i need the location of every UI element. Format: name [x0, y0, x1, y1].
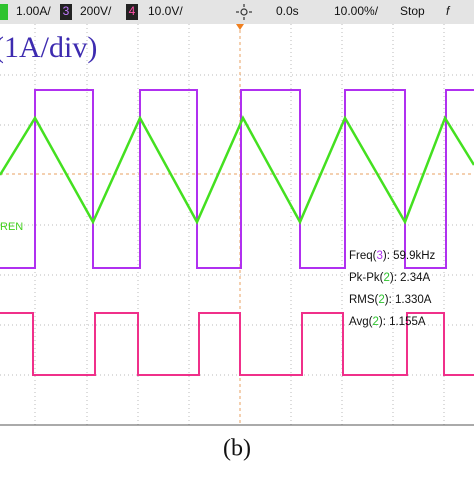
ch3-scale: 200V/ — [80, 4, 112, 18]
measurement: Pk-Pk(2): 2.34A — [349, 272, 431, 284]
ch4-scale: 10.0V/ — [148, 4, 183, 18]
ch1-scale: 1.00A/ — [16, 4, 51, 18]
time-offset: 0.0s — [276, 4, 299, 18]
measurement-channel: 2 — [384, 272, 390, 284]
measurement-value: ): 59.9kHz — [383, 250, 436, 262]
pink-trace — [0, 312, 474, 376]
grid — [0, 24, 474, 425]
caption: (b) — [223, 436, 251, 462]
ch4-badge-box — [126, 4, 138, 20]
measurement-channel: 3 — [376, 250, 382, 262]
status: Stop — [400, 4, 425, 18]
measurement-value: ): 2.34A — [390, 272, 431, 284]
trace-label: REN — [0, 221, 23, 233]
purple-trace — [0, 89, 474, 269]
ch3-badge-box — [60, 4, 72, 20]
ch2-badge — [0, 4, 8, 20]
time-scale: 10.00%/ — [334, 4, 379, 18]
measurement-channel: 2 — [378, 294, 384, 306]
trigger-marker — [236, 24, 244, 30]
sun-icon — [236, 4, 252, 20]
axis-label: (1A/div) — [0, 31, 97, 64]
measurement-value: ): 1.155A — [379, 316, 426, 328]
measurement: Freq(3): 59.9kHz — [349, 250, 436, 262]
measurement: RMS(2): 1.330A — [349, 294, 432, 306]
measurement-name: Freq( — [349, 250, 377, 262]
measurement-name: Avg( — [349, 316, 373, 328]
measurement: Avg(2): 1.155A — [349, 316, 426, 328]
ch3-badge: 3 — [63, 4, 70, 18]
measurement-value: ): 1.330A — [385, 294, 432, 306]
measurement-name: Pk-Pk( — [349, 272, 384, 284]
measurement-channel: 2 — [372, 316, 378, 328]
ch4-badge: 4 — [129, 4, 136, 18]
measurement-name: RMS( — [349, 294, 379, 306]
green-trace — [0, 115, 474, 225]
trigger: f — [446, 4, 451, 18]
